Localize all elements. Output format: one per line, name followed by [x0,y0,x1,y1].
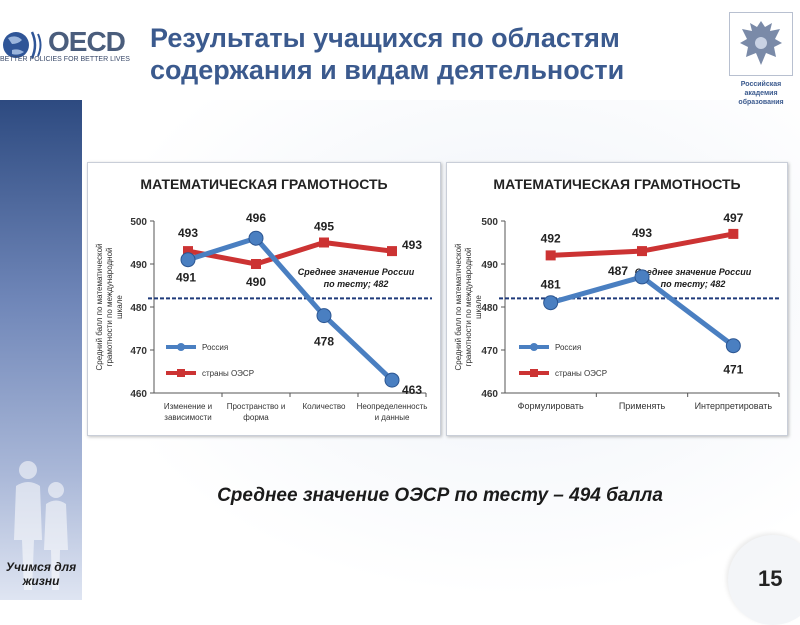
y-tick-label: 460 [481,389,498,400]
x-tick-label: и данные [375,413,410,422]
rao-emblem-frame [729,12,793,76]
y-tick-label: 470 [481,346,498,357]
data-label: 478 [314,335,334,349]
russia-average-label: по тесту; 482 [661,279,726,289]
oecd-point [183,246,193,257]
y-tick-label: 480 [481,303,498,314]
russia-average-label: Среднее значение России [298,267,415,277]
oecd-globe-icon [3,31,42,59]
y-axis-label: Средний балл по математической [95,244,104,371]
oecd-point [251,259,261,269]
data-label: 481 [541,278,561,292]
y-tick-label: 460 [130,389,147,400]
data-label: 493 [178,226,198,240]
rao-caption: Российская академия образования [738,81,784,106]
x-tick-label: Изменение и [164,402,212,411]
y-tick-label: 490 [481,260,498,271]
sidebar-decoration [0,100,82,600]
legend-label: Россия [555,343,581,352]
y-axis-label: грамотности по международной [464,248,473,367]
oecd-point [728,228,739,239]
y-axis-label: шкале [115,295,124,319]
chart-title: МАТЕМАТИЧЕСКАЯ ГРАМОТНОСТЬ [140,176,387,192]
data-label: 463 [402,383,422,397]
oecd-point [387,246,397,257]
x-tick-label: Пространство и [227,402,286,411]
data-label: 493 [402,238,422,252]
russia-average-label: Среднее значение России [635,267,752,277]
chart-canvas: МАТЕМАТИЧЕСКАЯ ГРАМОТНОСТЬ Средний балл п… [95,176,432,422]
oecd-point [319,237,329,248]
y-tick-label: 500 [481,217,498,228]
chart-title: МАТЕМАТИЧЕСКАЯ ГРАМОТНОСТЬ [493,176,740,192]
y-tick-label: 480 [130,303,147,314]
chart-canvas: МАТЕМАТИЧЕСКАЯ ГРАМОТНОСТЬ Средний балл п… [454,176,780,411]
russia-point [316,308,332,324]
data-label: 490 [246,275,266,289]
legend-label: страны ОЭСР [555,369,607,378]
header: OECD BETTER POLICIES FOR BETTER LIVES Ре… [0,0,800,106]
russia-point [725,338,741,354]
data-label: 493 [632,226,652,240]
legend-marker [530,369,538,377]
oecd-point [545,250,556,261]
legend-marker [530,343,538,351]
oecd-point [637,246,647,257]
russia-point [543,295,559,311]
x-tick-label: зависимости [164,413,211,422]
y-tick-label: 490 [130,260,147,271]
data-label: 471 [723,363,743,377]
y-tick-label: 500 [130,217,147,228]
people-silhouette-icon [14,461,68,590]
eagle-emblem-icon [740,21,782,65]
x-tick-label: Неопределенность [357,402,428,411]
data-label: 492 [541,231,561,245]
y-tick-label: 470 [130,346,147,357]
oecd-average-note: Среднее значение ОЭСР по тесту – 494 бал… [217,485,663,506]
data-label: 497 [723,211,743,225]
x-tick-label: Количество [303,402,347,411]
russia-point [248,230,264,246]
x-tick-label: Формулировать [518,401,584,411]
data-label: 491 [176,271,196,285]
russia-point [634,269,650,285]
legend-marker [177,369,185,377]
russia-average-label: по тесту; 482 [324,279,389,289]
x-tick-label: форма [243,413,269,422]
russia-point [384,372,400,388]
x-tick-label: Применять [619,401,666,411]
math-processes-chart: МАТЕМАТИЧЕСКАЯ ГРАМОТНОСТЬ Средний балл п… [446,162,788,436]
data-label: 495 [314,220,334,234]
rao-logo: Российская академия образования [725,12,797,106]
y-axis-label: шкале [474,295,483,319]
math-content-areas-chart: МАТЕМАТИЧЕСКАЯ ГРАМОТНОСТЬ Средний балл п… [87,162,441,436]
y-axis-label: грамотности по международной [105,248,114,367]
oecd-wordmark: OECD [48,26,126,57]
data-label: 496 [246,211,266,225]
legend-label: страны ОЭСР [202,369,254,378]
oecd-logo [2,26,128,66]
russia-point [180,252,196,268]
oecd-tagline: BETTER POLICIES FOR BETTER LIVES [0,56,130,63]
russia-series-line [185,235,395,383]
sidebar-caption: Учимся для жизни [5,560,77,588]
slide-title: Результаты учащихся по областям содержан… [150,23,625,85]
y-axis-label: Средний балл по математической [454,244,463,371]
data-label: 487 [608,264,628,278]
legend-label: Россия [202,343,228,352]
oecd-series-line [185,240,395,267]
page-number: 15 [758,566,783,591]
legend-marker [177,343,185,351]
x-tick-label: Интерпретировать [695,401,773,411]
